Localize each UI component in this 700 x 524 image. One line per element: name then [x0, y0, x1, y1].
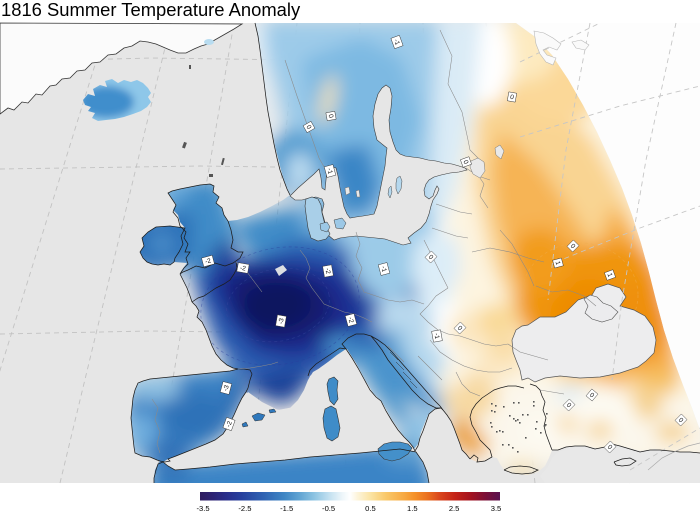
svg-text:-1.5: -1.5 — [280, 504, 293, 513]
svg-text:0: 0 — [677, 417, 685, 425]
svg-text:0: 0 — [510, 94, 515, 102]
svg-text:-2: -2 — [225, 420, 234, 428]
svg-text:0: 0 — [427, 254, 435, 262]
svg-text:0.5: 0.5 — [365, 504, 376, 513]
svg-text:-3: -3 — [278, 317, 286, 324]
svg-text:0: 0 — [305, 124, 313, 131]
svg-text:1: 1 — [606, 272, 614, 278]
svg-text:-1: -1 — [392, 38, 401, 46]
svg-text:0: 0 — [606, 444, 614, 452]
svg-text:-1: -1 — [432, 333, 440, 340]
svg-text:-2: -2 — [239, 265, 246, 273]
svg-text:-2: -2 — [204, 257, 212, 265]
svg-text:-3.5: -3.5 — [196, 504, 209, 513]
svg-text:1: 1 — [554, 260, 562, 266]
svg-text:-0.5: -0.5 — [322, 504, 335, 513]
svg-text:3.5: 3.5 — [491, 504, 502, 513]
svg-text:0: 0 — [588, 392, 596, 400]
svg-text:0: 0 — [569, 243, 577, 251]
svg-text:-2.5: -2.5 — [238, 504, 251, 513]
svg-text:0: 0 — [456, 325, 464, 333]
svg-text:-3: -3 — [222, 384, 230, 392]
svg-text:-1: -1 — [379, 265, 387, 273]
svg-text:1.5: 1.5 — [407, 504, 418, 513]
svg-text:0: 0 — [565, 402, 573, 410]
svg-text:-2: -2 — [323, 268, 331, 275]
svg-text:0: 0 — [462, 159, 470, 165]
svg-text:1816 Summer Temperature Anomal: 1816 Summer Temperature Anomaly — [1, 0, 301, 20]
svg-text:-2: -2 — [346, 316, 354, 324]
svg-text:2.5: 2.5 — [449, 504, 460, 513]
svg-text:0: 0 — [327, 114, 335, 119]
svg-text:-1: -1 — [325, 167, 333, 175]
